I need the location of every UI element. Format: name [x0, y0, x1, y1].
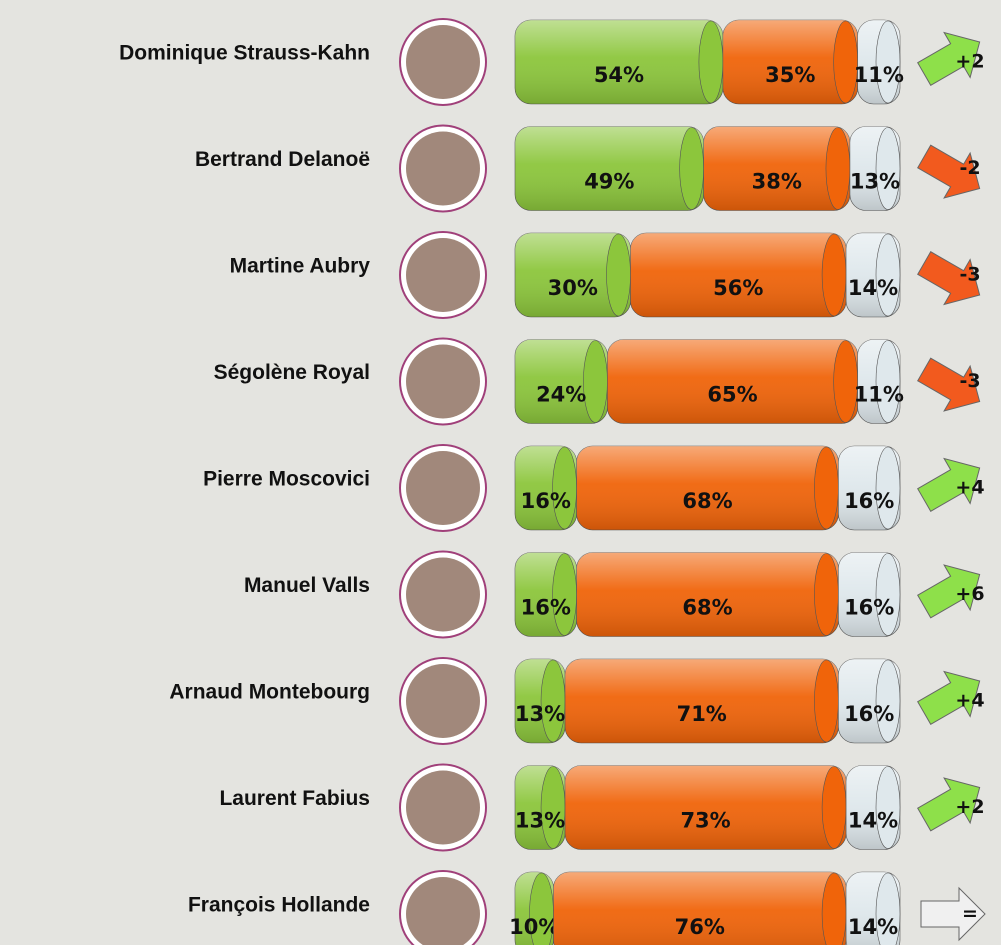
value-label: 16% — [844, 702, 894, 726]
bar-cap — [583, 341, 607, 423]
change-label: +2 — [955, 51, 984, 73]
value-label: 10% — [509, 915, 559, 939]
change-label: +2 — [955, 796, 984, 818]
bar-shine — [565, 659, 838, 743]
photo — [406, 451, 480, 525]
value-label: 76% — [675, 915, 725, 939]
photo — [406, 238, 480, 312]
bar-cap — [822, 767, 846, 849]
value-label: 14% — [848, 809, 898, 833]
bar-shine — [607, 340, 857, 424]
bar-cap — [876, 767, 900, 849]
bar-cap — [876, 660, 900, 742]
value-label: 73% — [680, 809, 730, 833]
bar-cap — [876, 234, 900, 316]
bar-cap — [876, 554, 900, 636]
photo — [406, 664, 480, 738]
chart: Dominique Strauss-Kahn 54% 35% 11% +2 Bertran… — [0, 0, 1001, 945]
value-label: 11% — [854, 383, 904, 407]
bar-cap — [814, 447, 838, 529]
bar-cap — [553, 447, 577, 529]
value-label: 68% — [682, 596, 732, 620]
candidate-name: Manuel Valls — [244, 574, 370, 597]
bar-cap — [822, 873, 846, 945]
value-label: 16% — [844, 596, 894, 620]
bar-shine — [631, 233, 847, 317]
candidate-name: Pierre Moscovici — [203, 468, 370, 491]
bar-cap — [553, 554, 577, 636]
bar-cap — [834, 21, 858, 103]
value-label: 54% — [594, 63, 644, 87]
value-label: 24% — [536, 383, 586, 407]
photo — [406, 771, 480, 845]
value-label: 16% — [521, 596, 571, 620]
value-label: 13% — [850, 170, 900, 194]
photo — [406, 558, 480, 632]
value-label: 71% — [677, 702, 727, 726]
bar-shine — [515, 127, 704, 211]
value-label: 68% — [682, 489, 732, 513]
candidate-name: Dominique Strauss-Kahn — [119, 42, 370, 65]
candidate-name: Bertrand Delanoë — [195, 148, 370, 171]
bar-cap — [541, 767, 565, 849]
bar-shine — [565, 766, 846, 850]
photo — [406, 132, 480, 206]
value-label: 35% — [765, 63, 815, 87]
bar-cap — [876, 128, 900, 210]
bar-cap — [814, 554, 838, 636]
value-label: 30% — [548, 276, 598, 300]
value-label: 13% — [515, 702, 565, 726]
bar-cap — [680, 128, 704, 210]
candidate-name: Ségolène Royal — [214, 361, 370, 384]
change-label: +4 — [955, 477, 984, 499]
bar-shine — [577, 553, 839, 637]
candidate-name: Arnaud Montebourg — [169, 681, 370, 704]
bar-cap — [814, 660, 838, 742]
candidate-name: Martine Aubry — [230, 255, 371, 278]
change-label: +4 — [955, 690, 984, 712]
bar-cap — [876, 341, 900, 423]
change-label: -3 — [959, 264, 980, 286]
value-label: 14% — [848, 915, 898, 939]
value-label: 11% — [854, 63, 904, 87]
bar-cap — [876, 21, 900, 103]
change-label: -2 — [959, 157, 980, 179]
change-label: -3 — [959, 370, 980, 392]
bar-cap — [834, 341, 858, 423]
photo — [406, 25, 480, 99]
value-label: 38% — [752, 170, 802, 194]
bar-shine — [515, 20, 723, 104]
value-label: 16% — [844, 489, 894, 513]
value-label: 13% — [515, 809, 565, 833]
bar-shine — [577, 446, 839, 530]
value-label: 14% — [848, 276, 898, 300]
bar-cap — [876, 447, 900, 529]
bar-cap — [822, 234, 846, 316]
photo — [406, 345, 480, 419]
value-label: 65% — [707, 383, 757, 407]
value-label: 56% — [713, 276, 763, 300]
value-label: 49% — [584, 170, 634, 194]
bar-cap — [699, 21, 723, 103]
candidate-name: François Hollande — [188, 894, 370, 917]
bar-cap — [826, 128, 850, 210]
bar-cap — [541, 660, 565, 742]
change-label: = — [962, 903, 978, 925]
change-label: +6 — [955, 583, 984, 605]
bar-cap — [607, 234, 631, 316]
candidate-name: Laurent Fabius — [219, 787, 370, 810]
value-label: 16% — [521, 489, 571, 513]
